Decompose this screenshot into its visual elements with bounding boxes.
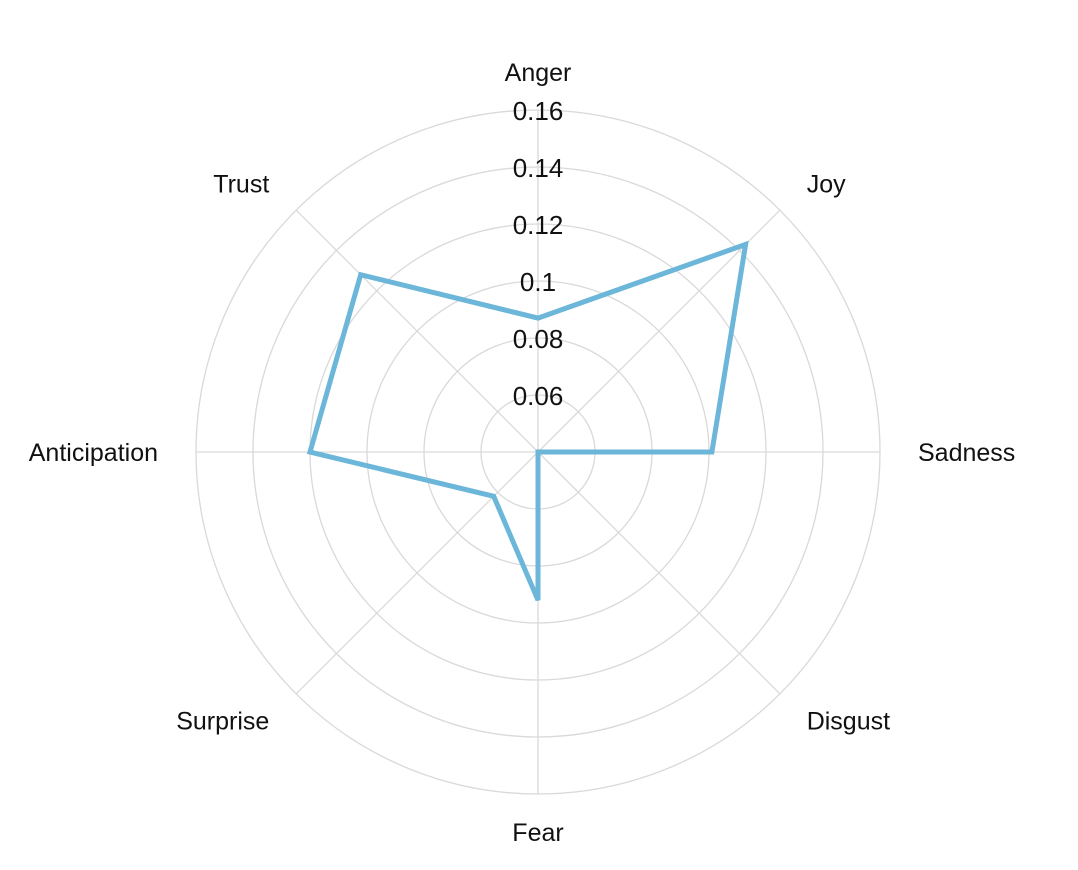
spoke-line bbox=[537, 209, 781, 453]
series-layer bbox=[306, 240, 749, 602]
tick-labels: 0.06 0.08 0.1 0.12 0.14 0.16 bbox=[513, 96, 564, 411]
radial-tick-label: 0.06 bbox=[513, 381, 564, 411]
axis-label-sadness: Sadness bbox=[918, 439, 1015, 467]
radial-tick-label: 0.1 bbox=[520, 267, 556, 297]
radial-tick-label: 0.12 bbox=[513, 210, 564, 240]
axis-label-anger: Anger bbox=[505, 59, 572, 87]
radial-tick-label: 0.08 bbox=[513, 324, 564, 354]
series-line bbox=[306, 240, 749, 602]
axis-label-anticipation: Anticipation bbox=[29, 439, 158, 467]
axis-label-joy: Joy bbox=[807, 170, 846, 198]
spoke-line bbox=[295, 209, 539, 453]
axis-label-trust: Trust bbox=[213, 170, 269, 198]
axis-label-disgust: Disgust bbox=[807, 708, 890, 736]
radial-tick-label: 0.14 bbox=[513, 153, 564, 183]
spoke-line bbox=[537, 451, 781, 695]
axis-label-fear: Fear bbox=[512, 819, 563, 847]
axis-labels: Anger Joy Sadness Disgust Fear Surprise Antici… bbox=[29, 59, 1016, 847]
radial-tick-label: 0.16 bbox=[513, 96, 564, 126]
axis-label-surprise: Surprise bbox=[176, 708, 269, 736]
spoke-line bbox=[295, 451, 539, 695]
